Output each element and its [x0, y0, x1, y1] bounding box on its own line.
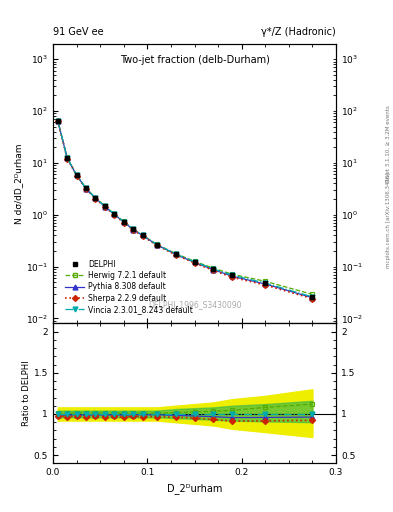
- Text: γ*/Z (Hadronic): γ*/Z (Hadronic): [261, 27, 336, 37]
- Y-axis label: Ratio to DELPHI: Ratio to DELPHI: [22, 360, 31, 426]
- Legend: DELPHI, Herwig 7.2.1 default, Pythia 8.308 default, Sherpa 2.2.9 default, Vincia: DELPHI, Herwig 7.2.1 default, Pythia 8.3…: [65, 260, 193, 314]
- Text: Rivet 3.1.10, ≥ 3.2M events: Rivet 3.1.10, ≥ 3.2M events: [386, 105, 391, 182]
- Text: DELPHI_1996_S3430090: DELPHI_1996_S3430090: [148, 301, 241, 309]
- Text: 91 GeV ee: 91 GeV ee: [53, 27, 104, 37]
- Y-axis label: N dσ/dD_2ᴰurham: N dσ/dD_2ᴰurham: [14, 143, 23, 224]
- X-axis label: D_2ᴰurham: D_2ᴰurham: [167, 483, 222, 494]
- Text: Two-jet fraction (delb-Durham): Two-jet fraction (delb-Durham): [119, 55, 270, 65]
- Text: mcplots.cern.ch [arXiv:1306.3436]: mcplots.cern.ch [arXiv:1306.3436]: [386, 173, 391, 268]
